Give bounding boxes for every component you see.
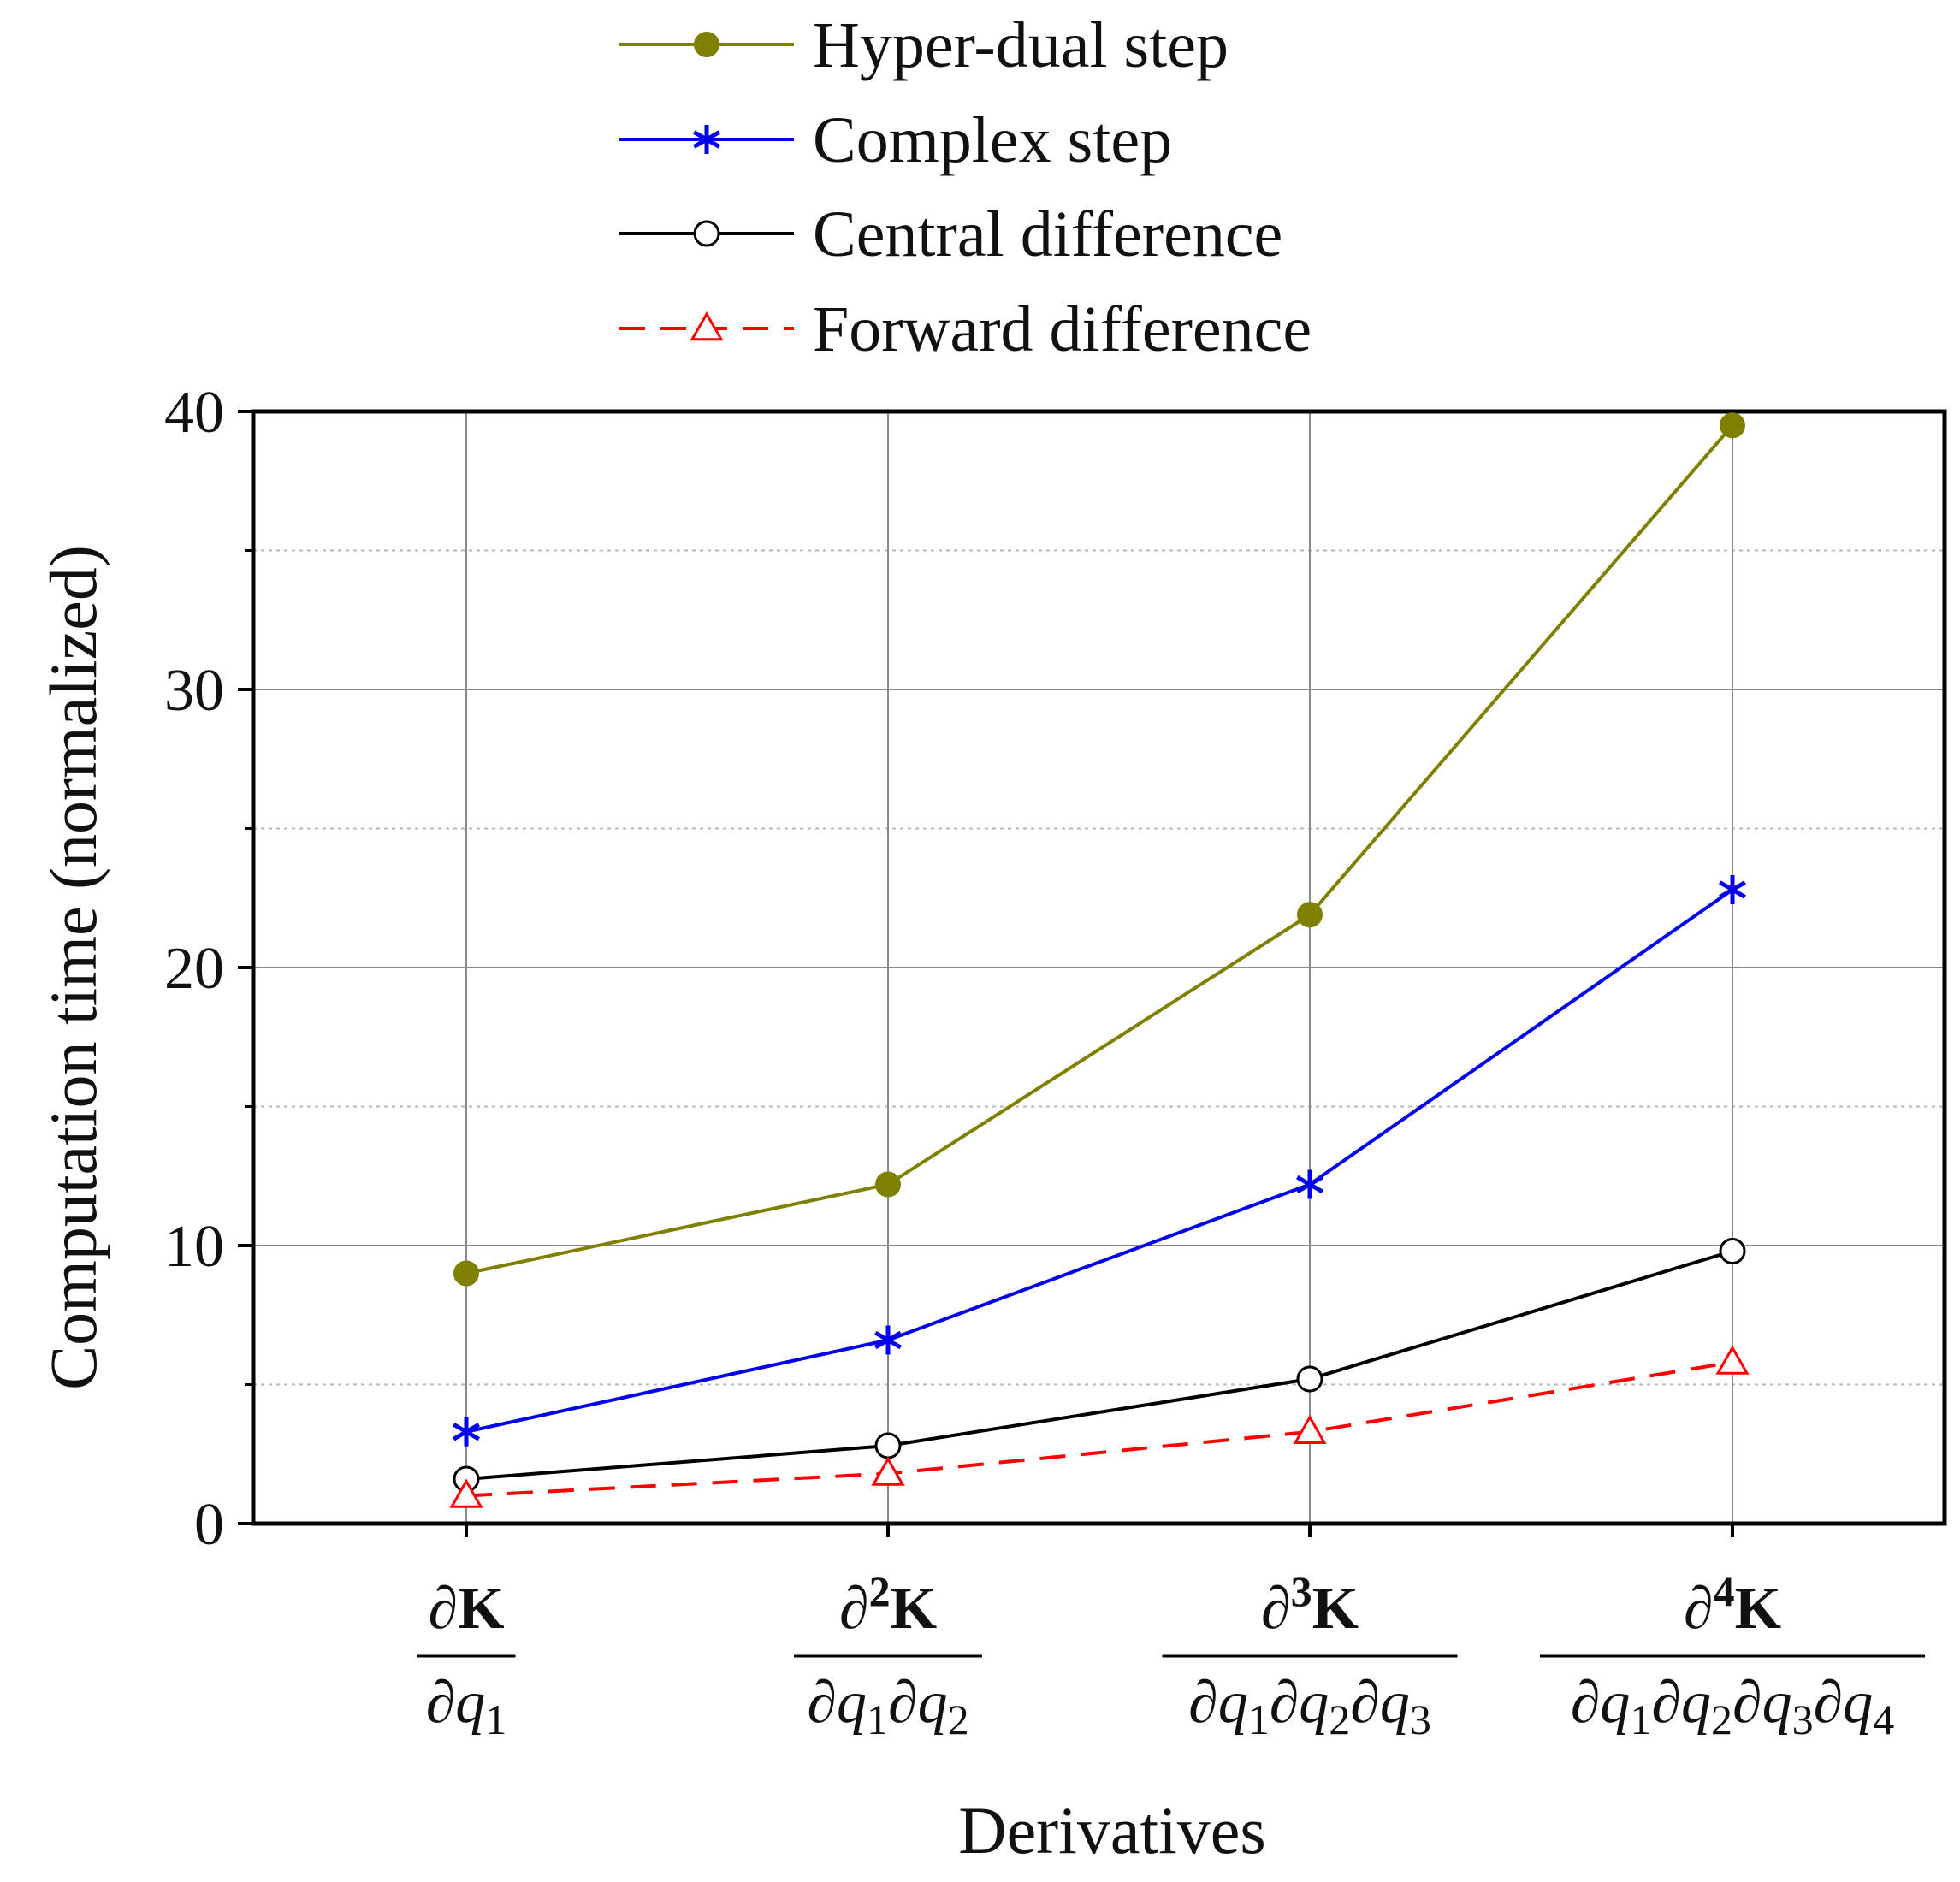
data-point-forward-difference	[871, 1456, 905, 1486]
legend-marker	[693, 220, 720, 247]
x-axis: ∂K ∂q1 ∂2K ∂q1∂q2 ∂3K ∂q1∂q2∂q3 ∂4K ∂q1∂q2∂q3∂q…	[417, 1524, 1925, 1743]
x-tick-label-numerator: ∂2K	[839, 1567, 937, 1642]
x-tick-label-numerator: ∂3K	[1261, 1567, 1359, 1642]
x-axis-title: Derivatives	[958, 1793, 1266, 1867]
y-axis: 0 10 20 30 40	[164, 380, 253, 1558]
x-tick-label: ∂2K ∂q1∂q2	[794, 1567, 982, 1743]
chart-legend: Hyper-dual step Complex step Central diffe…	[619, 9, 1312, 365]
series-line-hyper-dual-step	[465, 423, 1734, 1275]
y-tick-label: 20	[164, 936, 224, 1002]
legend-marker	[693, 125, 720, 154]
data-point-central-difference	[1719, 1238, 1746, 1264]
x-tick-label-denominator: ∂q1	[426, 1670, 507, 1743]
data-point-hyper-dual-step	[875, 1171, 901, 1198]
x-tick-label-denominator: ∂q1∂q2∂q3∂q4	[1571, 1670, 1894, 1743]
x-tick-label-denominator: ∂q1∂q2	[807, 1670, 968, 1743]
data-point-complex-step	[874, 1325, 902, 1355]
legend-item-complex-step: Complex step	[619, 104, 1172, 176]
data-point-hyper-dual-step	[1720, 412, 1745, 439]
data-point-complex-step	[1296, 1169, 1323, 1199]
data-point-complex-step	[453, 1417, 480, 1447]
x-tick-label: ∂4K ∂q1∂q2∂q3∂q4	[1540, 1567, 1925, 1743]
data-point-forward-difference	[1293, 1414, 1327, 1444]
x-tick-label: ∂3K ∂q1∂q2∂q3	[1162, 1567, 1458, 1743]
x-tick-label: ∂K ∂q1	[417, 1576, 516, 1743]
series-central-difference	[453, 1238, 1746, 1493]
series-line-forward-difference	[465, 1360, 1733, 1498]
series-line-complex-step	[465, 888, 1734, 1434]
y-tick-label: 30	[164, 658, 224, 724]
data-point-forward-difference	[1715, 1345, 1750, 1375]
legend-marker	[694, 32, 719, 57]
x-tick-label-denominator: ∂q1∂q2∂q3	[1188, 1670, 1431, 1743]
series-hyper-dual-step	[453, 412, 1745, 1287]
data-point-central-difference	[874, 1432, 902, 1459]
series-forward-difference	[449, 1345, 1750, 1508]
y-tick-label: 10	[164, 1214, 224, 1280]
data-point-forward-difference	[449, 1478, 483, 1508]
legend-marker	[690, 311, 724, 341]
grid-lines	[253, 411, 1945, 1524]
legend-label: Hyper-dual step	[813, 9, 1229, 81]
legend-item-hyper-dual-step: Hyper-dual step	[619, 9, 1229, 81]
legend-item-forward-difference: Forward difference	[619, 293, 1312, 365]
legend-item-central-difference: Central difference	[619, 198, 1282, 270]
legend-label: Central difference	[813, 198, 1282, 270]
legend-label: Forward difference	[813, 293, 1312, 365]
data-point-complex-step	[1719, 875, 1746, 904]
y-tick-label: 40	[164, 380, 224, 446]
data-point-hyper-dual-step	[453, 1260, 479, 1287]
data-series	[449, 412, 1750, 1508]
y-tick-label: 0	[194, 1492, 224, 1558]
series-line-central-difference	[465, 1249, 1733, 1481]
series-complex-step	[453, 875, 1746, 1447]
x-tick-label-numerator: ∂4K	[1684, 1567, 1781, 1642]
data-point-hyper-dual-step	[1297, 902, 1323, 928]
data-point-central-difference	[1296, 1365, 1323, 1393]
x-tick-label-numerator: ∂K	[428, 1576, 504, 1642]
y-axis-title: Computation time (normalized)	[36, 545, 110, 1390]
legend-label: Complex step	[813, 104, 1172, 176]
